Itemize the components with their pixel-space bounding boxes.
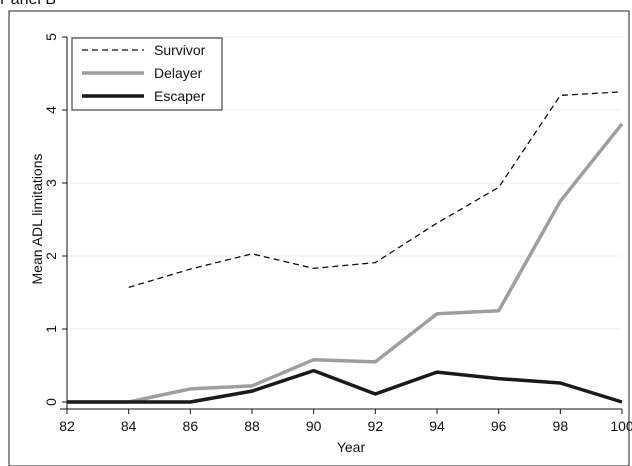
y-axis-title: Mean ADL limitations — [29, 154, 45, 285]
x-tick-label-92: 92 — [368, 418, 384, 434]
legend-label-survivor: Survivor — [154, 42, 206, 58]
x-tick-label-96: 96 — [491, 418, 507, 434]
axes: 0 1 2 3 4 5 82 84 86 88 90 92 94 96 98 100 — [43, 33, 632, 434]
x-axis-title: Year — [337, 439, 366, 455]
y-tick-label-5: 5 — [43, 33, 59, 41]
x-tick-label-82: 82 — [59, 418, 75, 434]
x-tick-label-86: 86 — [183, 418, 199, 434]
x-tick-label-90: 90 — [306, 418, 322, 434]
y-tick-label-2: 2 — [43, 252, 59, 260]
x-tick-label-88: 88 — [244, 418, 260, 434]
x-tick-label-98: 98 — [553, 418, 569, 434]
plot-frame — [8, 10, 630, 466]
legend-label-escaper: Escaper — [154, 88, 206, 104]
y-tick-label-3: 3 — [43, 179, 59, 187]
y-tick-label-1: 1 — [43, 325, 59, 333]
series-line-delayer — [67, 122, 624, 404]
series-line-survivor — [128, 91, 623, 289]
y-tick-label-0: 0 — [43, 398, 59, 406]
x-tick-label-94: 94 — [429, 418, 445, 434]
series-layer — [67, 91, 624, 404]
legend-label-delayer: Delayer — [154, 65, 203, 81]
panel-label: Panel B — [0, 0, 56, 9]
x-tick-label-84: 84 — [121, 418, 137, 434]
x-tick-label-100: 100 — [610, 418, 632, 434]
legend: Survivor Delayer Escaper — [71, 37, 223, 111]
y-tick-label-4: 4 — [43, 106, 59, 114]
series-line-escaper — [67, 368, 623, 404]
